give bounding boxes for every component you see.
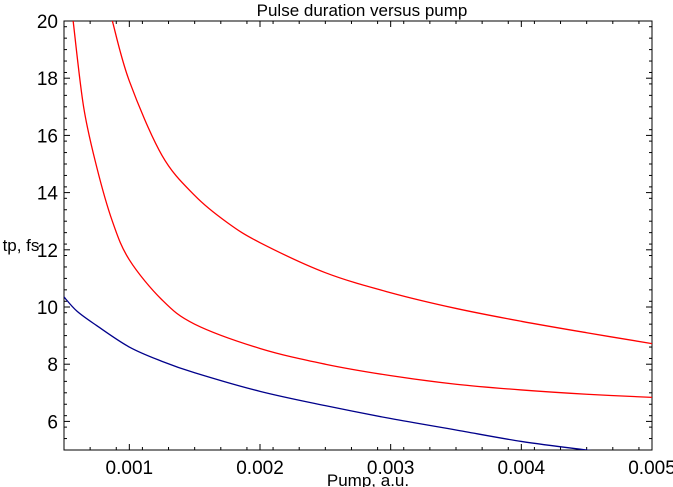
y-tick-label: 8 (47, 355, 58, 376)
chart-title: Pulse duration versus pump (257, 1, 468, 20)
x-tick-label: 0.004 (498, 458, 546, 479)
series-line-2 (72, 21, 652, 399)
y-tick-label: 14 (37, 184, 59, 205)
series-line-1 (111, 21, 652, 345)
y-tick-label: 20 (37, 12, 58, 33)
y-tick-label: 10 (37, 298, 58, 319)
y-axis-title: tp, fs (3, 236, 40, 255)
y-tick-label: 18 (37, 69, 58, 90)
tick-marks (63, 20, 653, 451)
y-tick-label: 12 (37, 241, 58, 262)
x-tick-label: 0.003 (367, 458, 415, 479)
tick-labels: 0.001 0.002 0.003 0.004 0.005 6 8 10 12 14 16 18 20 (37, 12, 673, 479)
y-tick-label: 16 (37, 126, 58, 147)
y-tick-label: 6 (47, 412, 58, 433)
series-line-3 (64, 296, 593, 450)
x-axis-title: Pump, a.u. (327, 471, 409, 487)
x-tick-label: 0.005 (628, 458, 673, 479)
x-tick-label: 0.001 (106, 458, 154, 479)
series-layer (64, 21, 652, 450)
plot-frame (63, 20, 653, 451)
x-tick-label: 0.002 (236, 458, 284, 479)
